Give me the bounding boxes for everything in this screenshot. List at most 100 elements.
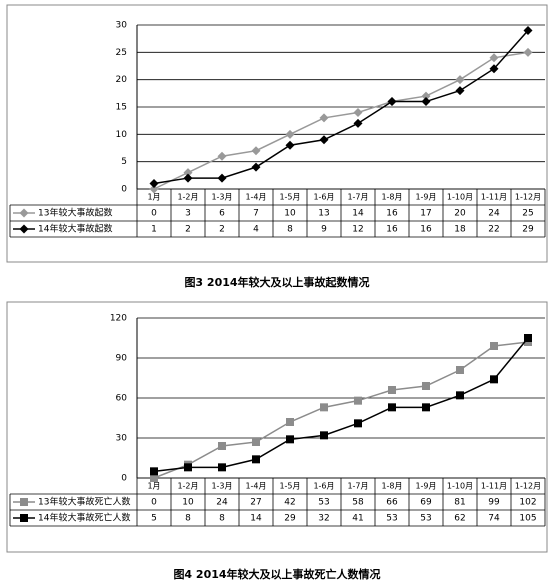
- y-tick-label: 30: [116, 21, 128, 31]
- series-line: [153, 341, 529, 479]
- table-value: 16: [386, 209, 398, 219]
- x-tick-label: 1-9月: [415, 193, 436, 202]
- point: [489, 53, 499, 63]
- legend-label: 14年较大事故起数: [38, 223, 112, 235]
- point: [490, 342, 498, 350]
- x-tick-label: 1-5月: [279, 482, 300, 491]
- table-value: 1: [151, 225, 157, 235]
- point: [319, 113, 329, 123]
- table-value: 7: [253, 209, 259, 219]
- point: [421, 91, 431, 101]
- point: [218, 442, 226, 450]
- x-tick-label: 1-3月: [211, 482, 232, 491]
- y-tick-label: 20: [116, 75, 128, 85]
- point: [285, 140, 295, 150]
- table-value: 8: [287, 225, 293, 235]
- table-value: 13: [318, 209, 329, 219]
- legend-marker: [19, 208, 29, 218]
- table-value: 81: [454, 498, 465, 508]
- point: [523, 25, 533, 35]
- legend-label: 13年较大事故起数: [38, 207, 112, 219]
- table-value: 8: [219, 514, 225, 524]
- caption: 图3 2014年较大及以上事故起数情况: [184, 275, 369, 289]
- point: [251, 162, 261, 172]
- legend-marker: [19, 224, 29, 234]
- point: [320, 431, 328, 440]
- y-tick-label: 60: [116, 394, 128, 404]
- table-value: 8: [185, 514, 191, 524]
- x-tick-label: 1-10月: [447, 482, 473, 491]
- table-value: 18: [454, 225, 466, 235]
- table-value: 20: [454, 209, 466, 219]
- x-tick-label: 1月: [147, 193, 160, 202]
- table-value: 105: [519, 514, 536, 524]
- point: [183, 168, 193, 178]
- table-value: 58: [352, 498, 364, 508]
- table-value: 10: [182, 498, 194, 508]
- legend-label: 13年较大事故死亡人数: [38, 496, 130, 508]
- table-value: 41: [352, 514, 363, 524]
- x-tick-label: 1-6月: [313, 482, 334, 491]
- table-value: 25: [522, 209, 533, 219]
- point: [285, 129, 295, 139]
- x-tick-label: 1-6月: [313, 193, 334, 202]
- table-value: 9: [321, 225, 327, 235]
- legend-marker: [20, 498, 28, 506]
- point: [252, 438, 260, 446]
- table-value: 0: [151, 209, 157, 219]
- point: [422, 403, 430, 412]
- table-value: 69: [420, 498, 432, 508]
- x-tick-label: 1-5月: [279, 193, 300, 202]
- series-line: [153, 337, 529, 473]
- x-tick-label: 1-4月: [245, 482, 266, 491]
- y-tick-label: 15: [116, 103, 127, 113]
- table-value: 24: [216, 498, 228, 508]
- table-value: 74: [488, 514, 500, 524]
- series-line: [153, 29, 529, 185]
- y-tick-label: 25: [116, 48, 127, 58]
- table-value: 53: [420, 514, 431, 524]
- table-value: 16: [420, 225, 432, 235]
- x-tick-label: 1-9月: [415, 482, 436, 491]
- x-tick-label: 1-12月: [515, 193, 541, 202]
- point: [150, 467, 158, 476]
- point: [524, 334, 532, 342]
- point: [354, 419, 362, 428]
- table-value: 5: [151, 514, 157, 524]
- table-value: 16: [386, 225, 398, 235]
- y-tick-label: 5: [121, 157, 127, 167]
- point: [251, 146, 261, 156]
- y-tick-label: 90: [116, 354, 128, 364]
- x-tick-label: 1-7月: [347, 193, 368, 202]
- point: [353, 107, 363, 117]
- table-value: 66: [386, 498, 398, 508]
- x-tick-label: 1-7月: [347, 482, 368, 491]
- legend-marker: [20, 514, 28, 522]
- point: [387, 97, 397, 107]
- point: [252, 455, 260, 464]
- x-tick-label: 1-8月: [381, 482, 402, 491]
- point: [489, 64, 499, 74]
- point: [490, 375, 498, 384]
- x-tick-label: 1-8月: [381, 193, 402, 202]
- point: [388, 403, 396, 412]
- table-value: 6: [219, 209, 225, 219]
- table-value: 0: [151, 498, 157, 508]
- point: [456, 391, 464, 400]
- y-tick-label: 120: [110, 314, 127, 324]
- series-line: [153, 51, 529, 190]
- table-value: 14: [250, 514, 262, 524]
- table-value: 14: [352, 209, 364, 219]
- x-tick-label: 1-12月: [515, 482, 541, 491]
- point: [217, 173, 227, 183]
- x-tick-label: 1-2月: [177, 482, 198, 491]
- table-value: 4: [253, 225, 259, 235]
- table-value: 53: [318, 498, 329, 508]
- table-value: 27: [250, 498, 261, 508]
- x-tick-label: 1-2月: [177, 193, 198, 202]
- table-value: 2: [185, 225, 191, 235]
- point: [150, 474, 158, 482]
- point: [286, 435, 294, 444]
- point: [218, 463, 226, 472]
- table-value: 42: [284, 498, 295, 508]
